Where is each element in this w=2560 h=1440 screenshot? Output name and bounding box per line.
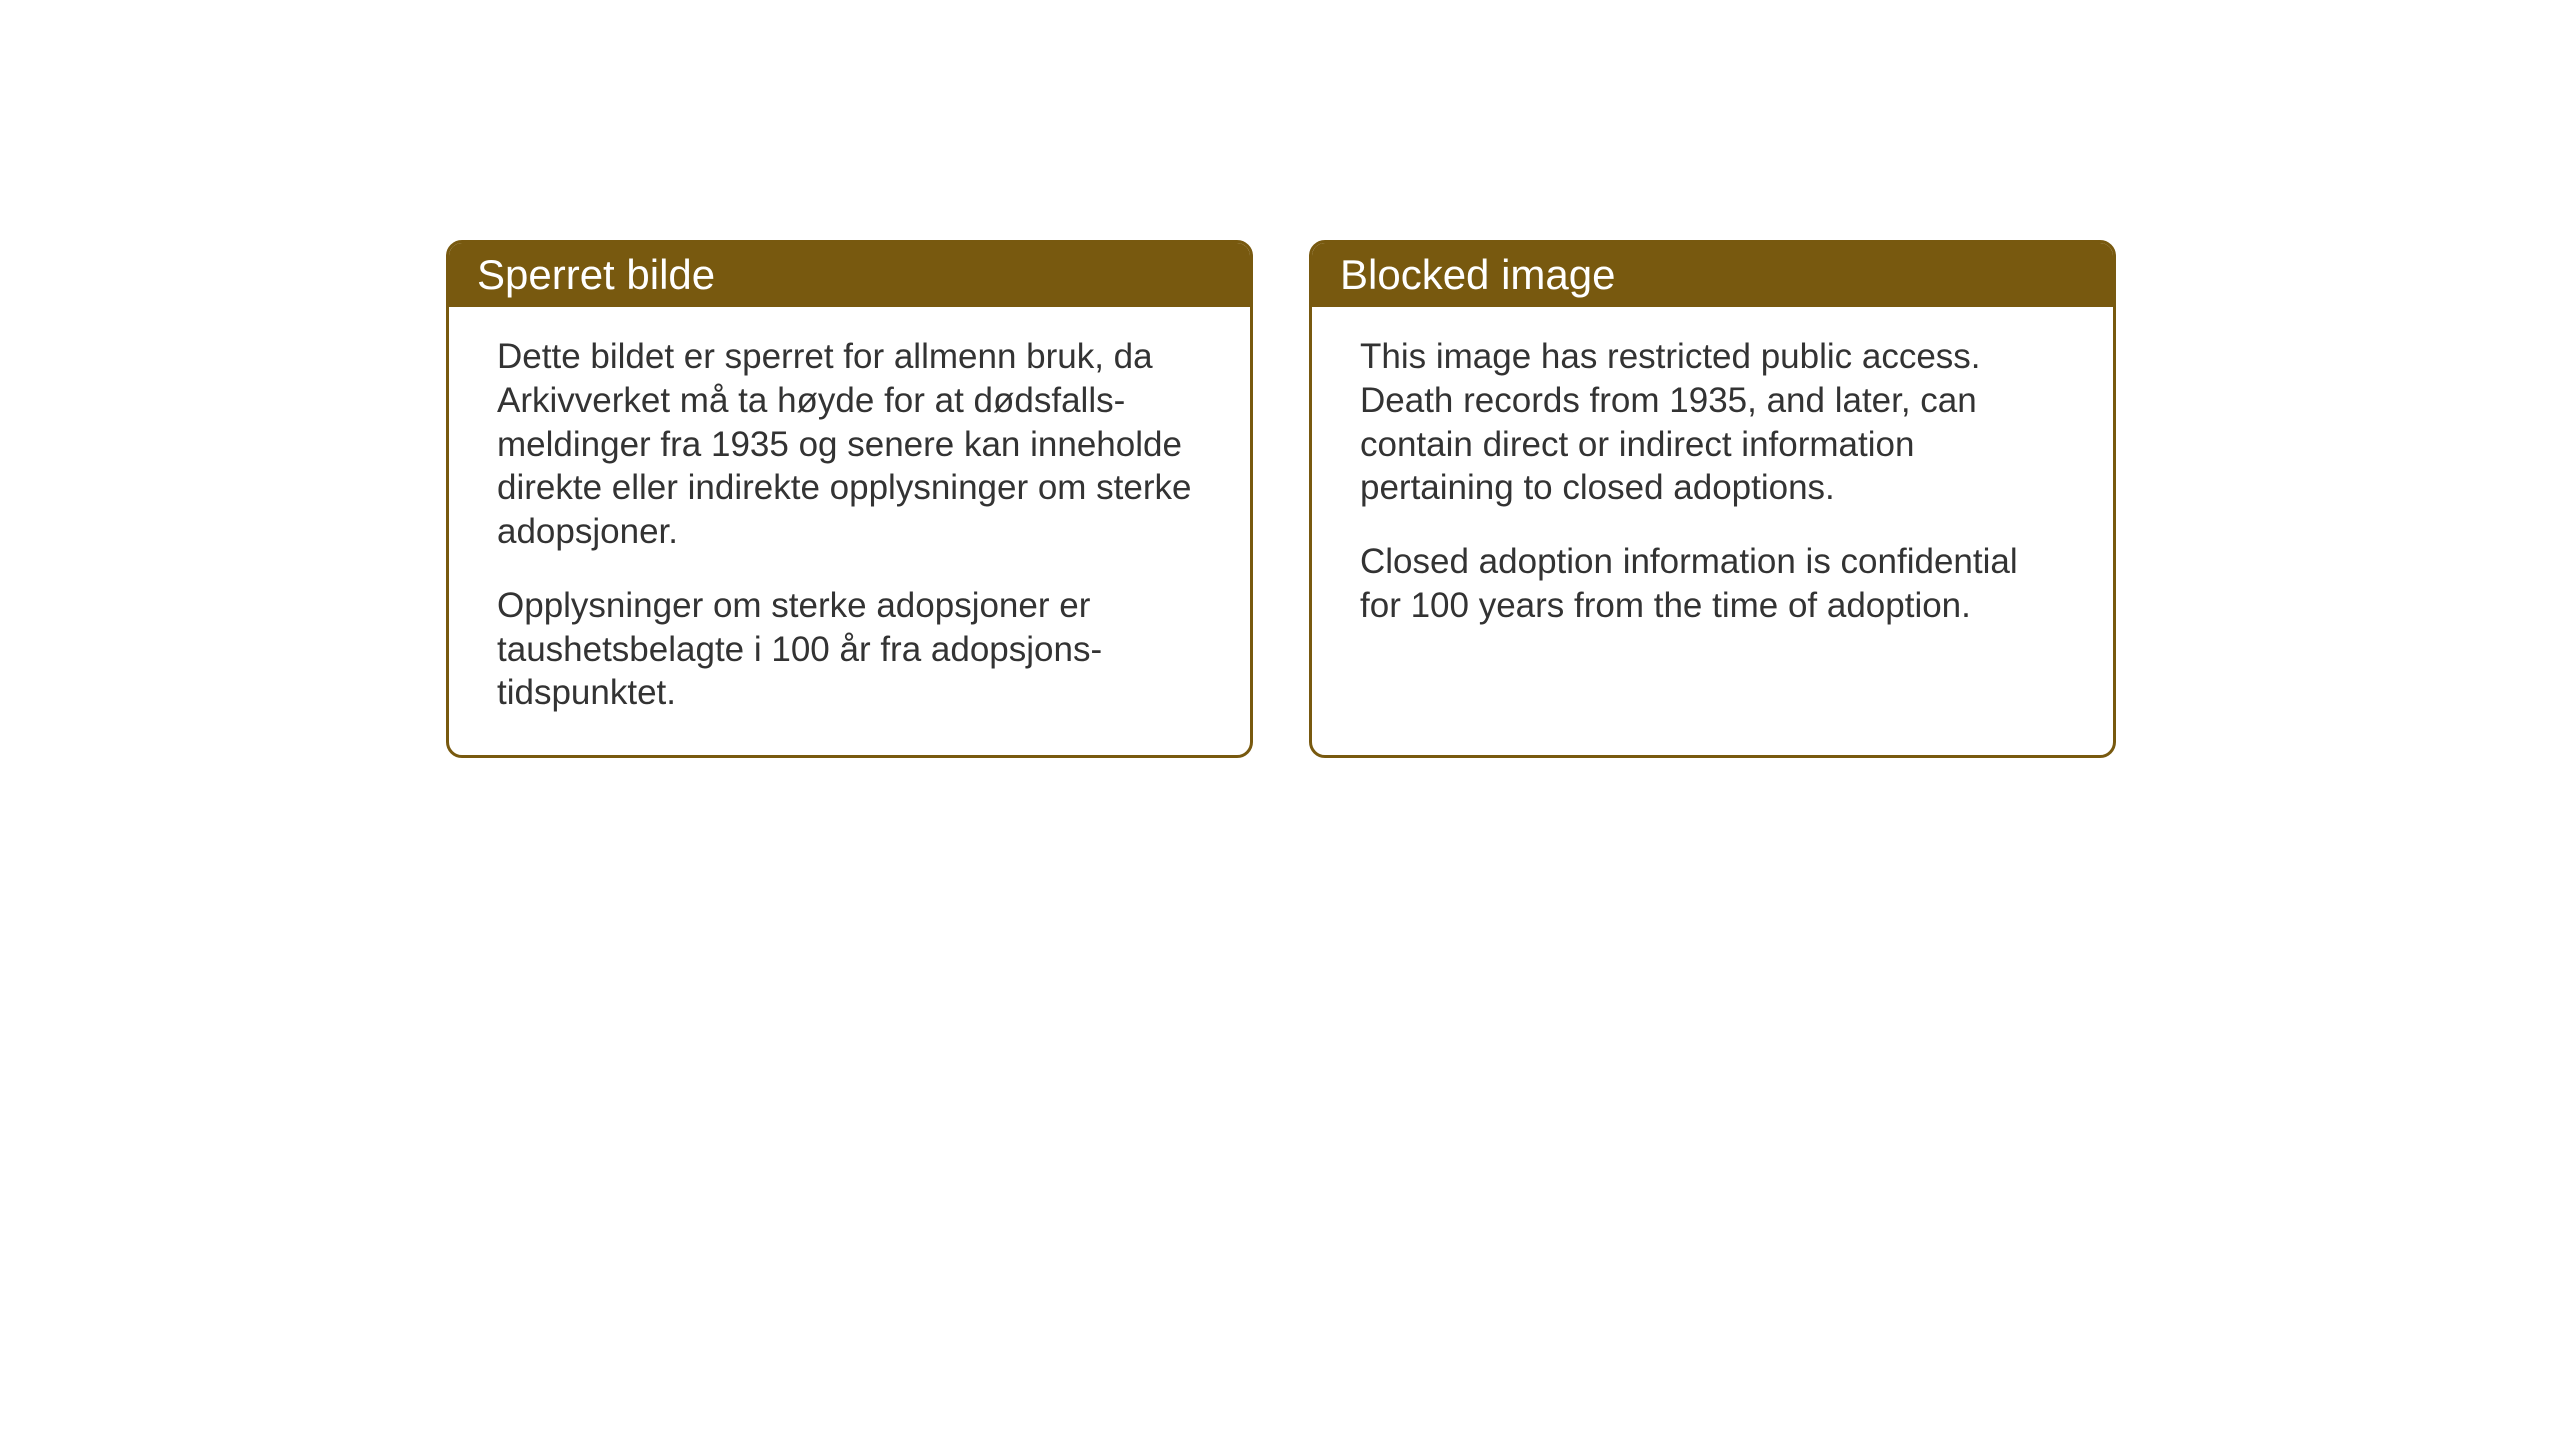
english-card: Blocked image This image has restricted … xyxy=(1309,240,2116,758)
norwegian-paragraph-2: Opplysninger om sterke adopsjoner er tau… xyxy=(497,584,1202,715)
norwegian-paragraph-1: Dette bildet er sperret for allmenn bruk… xyxy=(497,335,1202,554)
english-card-title: Blocked image xyxy=(1312,243,2113,307)
english-paragraph-1: This image has restricted public access.… xyxy=(1360,335,2065,510)
norwegian-card-body: Dette bildet er sperret for allmenn bruk… xyxy=(449,307,1250,755)
norwegian-card-title: Sperret bilde xyxy=(449,243,1250,307)
english-paragraph-2: Closed adoption information is confident… xyxy=(1360,540,2065,628)
cards-container: Sperret bilde Dette bildet er sperret fo… xyxy=(446,240,2116,758)
english-card-body: This image has restricted public access.… xyxy=(1312,307,2113,668)
norwegian-card: Sperret bilde Dette bildet er sperret fo… xyxy=(446,240,1253,758)
